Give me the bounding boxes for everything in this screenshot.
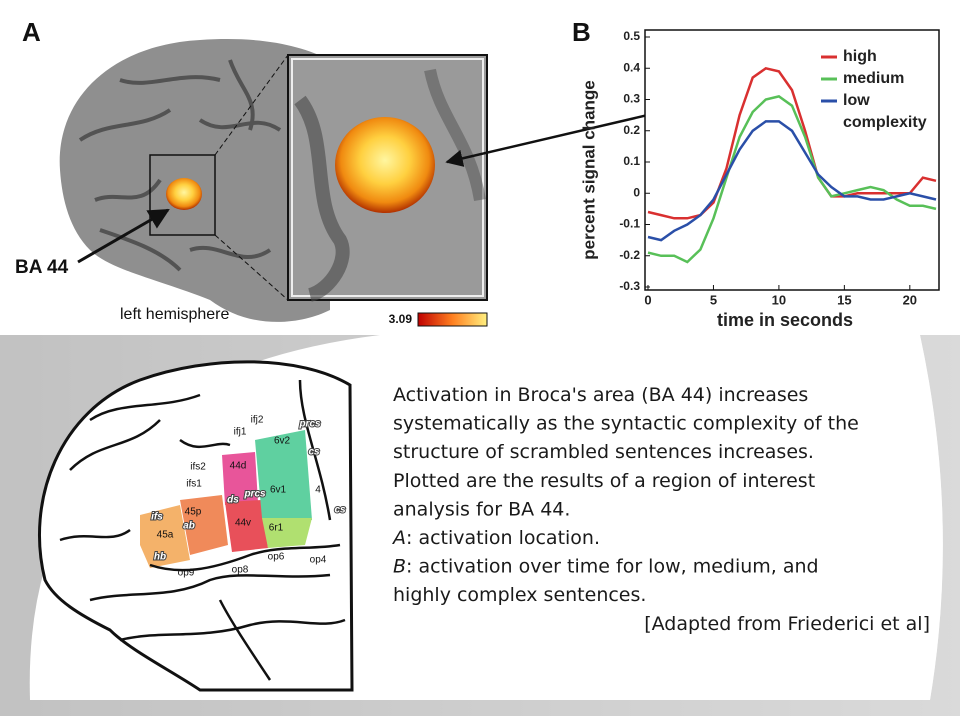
plot-frame — [644, 29, 940, 291]
brain-label: ifs — [151, 512, 163, 523]
caption-line: systematically as the syntactic complexi… — [393, 413, 859, 435]
panel-label: B — [572, 17, 591, 47]
legend-note: complexity — [843, 114, 927, 131]
brain-label: 44v — [235, 518, 251, 529]
x-tick-label: 15 — [837, 292, 851, 307]
x-tick-label: 5 — [710, 292, 717, 307]
background-shade — [0, 330, 960, 716]
brain-label: 44d — [230, 461, 247, 472]
inset-sulcus — [294, 95, 350, 302]
brain-diagram — [37, 360, 354, 692]
region-44v — [225, 500, 268, 552]
activation-blob — [166, 178, 202, 210]
y-tick-label: -0.2 — [619, 248, 640, 262]
region-45a — [140, 505, 190, 568]
legend-label: low — [843, 92, 870, 109]
y-tick-label: 0.3 — [623, 92, 640, 106]
brain-label: cs — [308, 447, 320, 458]
series-line — [647, 120, 937, 242]
caption-line: analysis for BA 44. — [393, 498, 570, 520]
y-tick-label: -0.3 — [619, 279, 640, 293]
brain-label: 6v2 — [274, 436, 291, 447]
item-label: B — [393, 556, 406, 578]
brain-label: ifj2 — [251, 415, 264, 426]
brain-label: ab — [183, 521, 195, 532]
y-axis-label: percent signal change — [579, 80, 598, 260]
zoom-line — [214, 54, 289, 156]
brain-photo — [59, 39, 330, 322]
brain-label: 45a — [157, 530, 174, 541]
brain-label: ds — [227, 495, 239, 506]
legend-label: high — [843, 48, 877, 65]
colorbar — [417, 312, 488, 327]
pointer-label: BA 44 — [15, 257, 69, 278]
brain-label: ifj1 — [234, 427, 247, 438]
brain-label: hb — [154, 552, 166, 563]
item-label: A — [391, 527, 406, 549]
caption-item: B: activation over time for low, medium,… — [393, 556, 819, 578]
region-6r1 — [262, 518, 312, 548]
y-tick-label: 0.1 — [623, 154, 640, 168]
region-6v — [255, 430, 312, 520]
brain-label: cs — [334, 505, 346, 516]
brain-label: op4 — [310, 555, 327, 566]
brain-label: ifs1 — [186, 479, 202, 490]
citation: [Adapted from Friederici et al] — [644, 613, 930, 635]
caption: Activation in Broca's area (BA 44) incre… — [391, 384, 930, 635]
caption-line: Plotted are the results of a region of i… — [393, 470, 815, 492]
brain-label: ifs2 — [190, 462, 206, 473]
y-tick-label: 0.2 — [623, 123, 640, 137]
y-tick-label: 0.5 — [623, 29, 640, 43]
brain-label: prcs — [243, 489, 266, 500]
sulci-lines — [59, 379, 346, 681]
hemisphere-label: left hemisphere — [120, 306, 229, 323]
legend-label: medium — [843, 70, 904, 87]
y-tick-label: -0.1 — [619, 217, 640, 231]
y-tick-label: 0.4 — [623, 60, 640, 74]
brain-label: op6 — [268, 552, 285, 563]
caption-item: A: activation location. — [391, 527, 600, 549]
item-text: : activation over time for low, medium, … — [406, 556, 819, 578]
colorbar-label: 3.09 — [389, 312, 413, 326]
sulci — [78, 59, 282, 272]
y-tick-label: 0 — [633, 185, 640, 199]
x-tick-label: 10 — [772, 292, 786, 307]
inset-sulcus — [424, 68, 486, 202]
series-line — [647, 95, 937, 264]
zoom-box — [149, 154, 216, 236]
inset-frame — [291, 58, 484, 297]
brain-label: 6r1 — [269, 523, 284, 534]
activation-blob — [335, 117, 435, 213]
brain-label: 45p — [185, 507, 202, 518]
pointer-arrow — [77, 208, 170, 264]
caption-line: highly complex sentences. — [393, 584, 646, 606]
region-44d — [222, 452, 258, 505]
brain-label: op9 — [178, 568, 195, 579]
brain-label: op8 — [232, 565, 249, 576]
region-45p — [180, 495, 228, 555]
panel-label: A — [22, 17, 41, 47]
x-tick-label: 20 — [903, 292, 917, 307]
caption-line: structure of scrambled sentences increas… — [393, 441, 814, 463]
x-tick-label: 0 — [644, 292, 651, 307]
brain-label: 4 — [315, 485, 321, 496]
brain-label: prcs — [298, 419, 321, 430]
item-text: : activation location. — [406, 527, 600, 549]
zoom-line — [214, 234, 289, 301]
x-axis-label: time in seconds — [717, 310, 853, 330]
brain-label: 6v1 — [270, 485, 287, 496]
caption-line: Activation in Broca's area (BA 44) incre… — [393, 384, 808, 406]
